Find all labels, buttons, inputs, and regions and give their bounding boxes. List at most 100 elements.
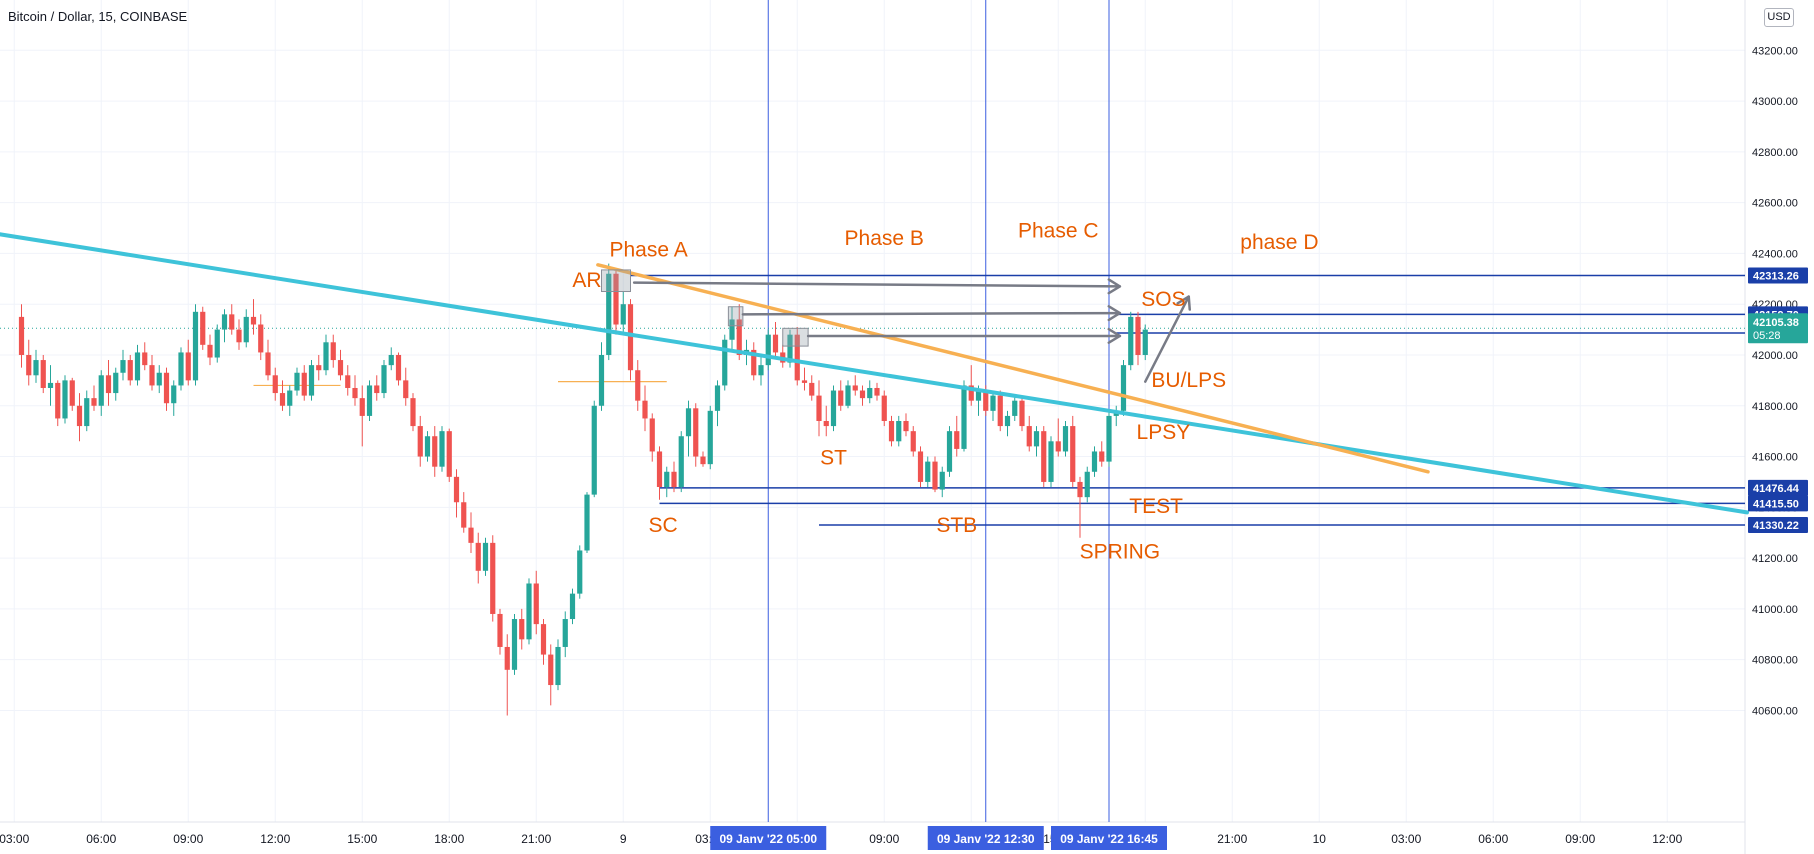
candle-body xyxy=(1128,316,1134,366)
candle-body xyxy=(214,329,220,358)
candle-body xyxy=(1019,400,1025,427)
arrow-line xyxy=(632,281,1122,288)
time-tick-label: 12:00 xyxy=(260,832,290,846)
candle-body xyxy=(265,352,271,376)
candle-body xyxy=(432,436,438,467)
arrow-line xyxy=(741,311,1122,316)
candle-body xyxy=(417,426,423,457)
time-tick-label: 03:00 xyxy=(1391,832,1421,846)
currency-button[interactable]: USD xyxy=(1764,8,1794,27)
wyckoff-label: BU/LPS xyxy=(1151,369,1226,392)
candle-body xyxy=(55,382,61,419)
candle-body xyxy=(1077,481,1083,498)
wyckoff-label: STB xyxy=(936,514,977,537)
candle-body xyxy=(504,646,510,670)
price-level-label: 42313.26 xyxy=(1753,270,1799,282)
candle-body xyxy=(1041,431,1047,482)
candle-body xyxy=(424,436,431,457)
candle-body xyxy=(917,451,924,482)
price-level-label: 41415.50 xyxy=(1753,498,1799,510)
wyckoff-label: Phase C xyxy=(1018,219,1099,242)
time-tick-label: 21:00 xyxy=(521,832,551,846)
candle-body xyxy=(932,461,938,490)
candle-body xyxy=(548,654,554,686)
time-marker-tag xyxy=(927,826,1044,850)
candle-body xyxy=(475,542,481,571)
candle-body xyxy=(192,311,199,381)
candle-body xyxy=(236,329,242,343)
candle-body xyxy=(171,385,177,404)
candle-body xyxy=(881,395,887,421)
candle-body xyxy=(453,476,460,503)
wyckoff-label: SOS xyxy=(1141,288,1185,311)
candle-body xyxy=(809,382,815,396)
candle-body xyxy=(642,400,648,419)
candle-body xyxy=(758,365,764,376)
candle-body xyxy=(787,334,793,363)
candle-body xyxy=(229,314,235,330)
candle-body xyxy=(1120,365,1127,411)
candle-body xyxy=(961,385,967,449)
candle-body xyxy=(221,314,228,330)
candle-body xyxy=(279,393,286,406)
candle-body xyxy=(1026,426,1032,447)
candle-body xyxy=(751,349,757,376)
candle-body xyxy=(374,385,380,394)
wyckoff-label: LPSY xyxy=(1137,421,1191,444)
candle-body xyxy=(40,360,46,388)
candle-body xyxy=(649,418,655,452)
price-tick-label: 41800.00 xyxy=(1752,401,1798,413)
candle-body xyxy=(113,372,119,394)
candle-body xyxy=(859,390,866,399)
candle-body xyxy=(678,436,684,488)
candle-body xyxy=(693,408,699,457)
candle-body xyxy=(134,352,141,381)
arrow-line xyxy=(1144,295,1190,383)
candle-body xyxy=(388,354,394,366)
candle-body xyxy=(1135,316,1141,355)
candle-body xyxy=(968,385,974,401)
candle-body xyxy=(794,334,800,381)
candle-body xyxy=(200,311,206,345)
candle-body xyxy=(598,354,605,406)
candle-body xyxy=(990,395,996,411)
candle-body xyxy=(591,405,597,495)
candle-body xyxy=(18,316,25,355)
candle-body xyxy=(163,372,170,404)
price-tick-label: 41000.00 xyxy=(1752,604,1798,616)
time-tick-label: 21:00 xyxy=(1217,832,1247,846)
candle-body xyxy=(845,385,851,406)
candle-body xyxy=(867,387,873,399)
candle-body xyxy=(888,420,895,442)
candle-body xyxy=(1062,426,1069,452)
price-tick-label: 42600.00 xyxy=(1752,198,1798,210)
candle-body xyxy=(185,352,191,381)
candle-body xyxy=(540,624,547,655)
arrow-head xyxy=(1107,278,1122,295)
price-tick-label: 40800.00 xyxy=(1752,655,1798,667)
arrow-head xyxy=(1107,327,1122,344)
candle-body xyxy=(656,451,663,488)
candle-body xyxy=(685,408,692,437)
candle-body xyxy=(301,372,307,396)
candle-body xyxy=(772,334,779,353)
candle-body xyxy=(903,420,909,432)
candle-body xyxy=(337,360,344,376)
candle-body xyxy=(1012,400,1018,416)
candle-body xyxy=(983,390,989,411)
candle-body xyxy=(1091,451,1098,472)
candle-body xyxy=(620,304,626,325)
candle-body xyxy=(533,583,539,625)
time-marker-tag xyxy=(1051,826,1167,850)
candle-body xyxy=(1084,471,1090,498)
price-level-tag xyxy=(1748,267,1808,284)
candle-body xyxy=(287,390,293,406)
bar-countdown-label: 05:28 xyxy=(1753,330,1781,342)
candle-body xyxy=(801,380,808,383)
zone-box xyxy=(782,327,809,347)
chart-title: Bitcoin / Dollar, 15, COINBASE xyxy=(8,9,188,24)
candle-body xyxy=(816,395,822,421)
wyckoff-label: SC xyxy=(649,514,678,537)
candle-body xyxy=(511,619,518,670)
